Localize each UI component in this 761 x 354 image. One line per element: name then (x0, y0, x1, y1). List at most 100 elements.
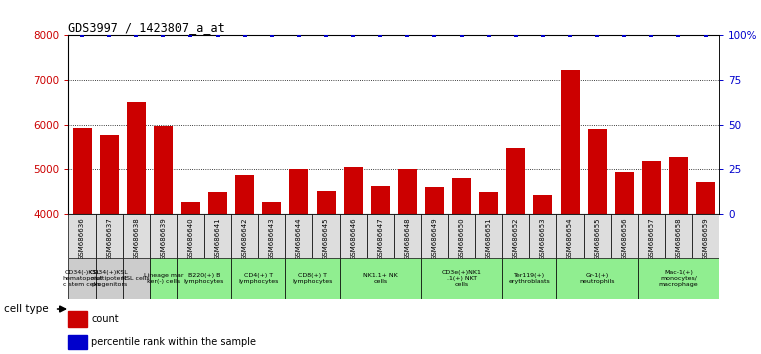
Text: cell type: cell type (4, 304, 49, 314)
Point (347, 33, 359, 38)
Text: GSM686657: GSM686657 (648, 218, 654, 260)
Point (184, 33, 196, 38)
Text: GSM686650: GSM686650 (459, 218, 465, 260)
Bar (398, 169, 417, 354)
Text: GSM686647: GSM686647 (377, 218, 384, 260)
Text: GSM686644: GSM686644 (296, 218, 302, 260)
Text: GSM686636: GSM686636 (79, 218, 85, 261)
Bar (317, 191, 336, 354)
Text: Gr-1(+)
neutrophils: Gr-1(+) neutrophils (579, 273, 615, 284)
Bar (556, 258, 638, 299)
Point (266, 33, 278, 38)
Bar (96, 214, 123, 258)
Text: count: count (91, 314, 119, 324)
Text: GSM686648: GSM686648 (404, 218, 410, 260)
Text: GSM686659: GSM686659 (702, 218, 708, 260)
Point (428, 33, 441, 38)
Bar (235, 175, 254, 354)
Text: GSM686640: GSM686640 (187, 218, 193, 260)
Text: GSM686651: GSM686651 (486, 218, 492, 260)
Text: GSM686638: GSM686638 (133, 218, 139, 261)
Point (482, 33, 495, 38)
Point (591, 33, 603, 38)
Bar (475, 214, 502, 258)
Bar (231, 214, 258, 258)
Bar (313, 214, 339, 258)
Point (320, 33, 332, 38)
Bar (506, 148, 525, 354)
Bar (263, 202, 282, 354)
Point (537, 33, 549, 38)
Point (401, 33, 413, 38)
Bar (154, 126, 173, 354)
Bar (344, 167, 363, 354)
Point (673, 33, 685, 38)
Point (564, 33, 576, 38)
Bar (530, 214, 556, 258)
Point (158, 33, 170, 38)
Text: CD8(+) T
lymphocytes: CD8(+) T lymphocytes (292, 273, 333, 284)
Point (510, 33, 522, 38)
Text: GSM686649: GSM686649 (431, 218, 438, 260)
Bar (452, 178, 471, 354)
Bar (100, 135, 119, 354)
Bar (123, 258, 150, 299)
Bar (669, 158, 688, 354)
Text: percentile rank within the sample: percentile rank within the sample (91, 337, 256, 347)
Text: Mac-1(+)
monocytes/
macrophage: Mac-1(+) monocytes/ macrophage (659, 270, 699, 287)
Bar (68, 311, 87, 326)
Bar (587, 129, 607, 354)
Text: CD3e(+)NK1
.1(+) NKT
cells: CD3e(+)NK1 .1(+) NKT cells (441, 270, 482, 287)
Bar (339, 258, 421, 299)
Text: CD4(+) T
lymphocytes: CD4(+) T lymphocytes (238, 273, 279, 284)
Text: GSM686643: GSM686643 (269, 218, 275, 260)
Text: CD34(+)KSL
multipotent
progenitors: CD34(+)KSL multipotent progenitors (90, 270, 129, 287)
Text: B220(+) B
lymphocytes: B220(+) B lymphocytes (184, 273, 224, 284)
Text: GSM686655: GSM686655 (594, 218, 600, 260)
Bar (425, 187, 444, 354)
Bar (72, 128, 91, 354)
Text: NK1.1+ NK
cells: NK1.1+ NK cells (363, 273, 398, 284)
Text: GSM686653: GSM686653 (540, 218, 546, 260)
Text: GSM686654: GSM686654 (567, 218, 573, 260)
Bar (610, 214, 638, 258)
Bar (204, 214, 231, 258)
Bar (479, 192, 498, 354)
Text: GSM686637: GSM686637 (106, 218, 112, 261)
Text: GSM686645: GSM686645 (323, 218, 329, 260)
Bar (502, 214, 530, 258)
Bar (561, 70, 580, 354)
Bar (177, 214, 204, 258)
Point (374, 33, 387, 38)
Bar (68, 258, 96, 299)
Point (103, 33, 115, 38)
Bar (96, 258, 123, 299)
Bar (123, 214, 150, 258)
Text: GSM686652: GSM686652 (513, 218, 519, 260)
Bar (421, 214, 448, 258)
Text: GSM686641: GSM686641 (215, 218, 221, 260)
Bar (68, 335, 87, 348)
Bar (665, 214, 692, 258)
Text: Lineage mar
ker(-) cells: Lineage mar ker(-) cells (144, 273, 183, 284)
Bar (448, 214, 475, 258)
Point (293, 33, 305, 38)
Bar (339, 214, 367, 258)
Point (699, 33, 712, 38)
Point (130, 33, 142, 38)
Bar (533, 195, 552, 354)
Text: GSM686656: GSM686656 (621, 218, 627, 260)
Point (456, 33, 468, 38)
Bar (285, 214, 313, 258)
Point (239, 33, 251, 38)
Bar (150, 258, 177, 299)
Bar (615, 172, 634, 354)
Point (76, 33, 88, 38)
Bar (150, 214, 177, 258)
Point (618, 33, 630, 38)
Point (645, 33, 658, 38)
Text: GSM686639: GSM686639 (161, 218, 167, 261)
Bar (285, 258, 339, 299)
Bar (181, 202, 200, 354)
Text: GSM686642: GSM686642 (242, 218, 248, 260)
